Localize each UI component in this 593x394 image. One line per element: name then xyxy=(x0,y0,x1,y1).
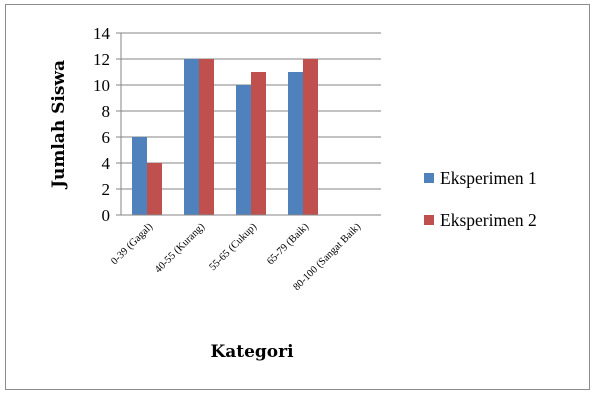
bar-1-3 xyxy=(236,85,251,215)
bar-1-4 xyxy=(288,72,303,215)
y-axis-ticks: 0 2 4 6 8 10 12 14 xyxy=(93,24,121,225)
bar-2-1 xyxy=(147,163,162,215)
legend-swatch xyxy=(424,173,434,183)
bar-2-3 xyxy=(251,72,266,215)
legend-swatch xyxy=(424,215,434,225)
x-category-label: 40-55 (Kurang) xyxy=(153,221,208,276)
bar-1-1 xyxy=(132,137,147,215)
bar-2-2 xyxy=(199,59,214,215)
x-category-label: 0-39 (Gagal) xyxy=(109,221,155,267)
bar-2-4 xyxy=(303,59,318,215)
y-tick-label: 6 xyxy=(102,128,111,147)
y-axis-title: Jumlah Siswa xyxy=(49,60,69,190)
y-tick-label: 2 xyxy=(102,180,111,199)
x-category-label: 55-65 (Cukup) xyxy=(207,221,259,273)
legend-label: Eksperimen 1 xyxy=(440,168,537,188)
y-tick-label: 4 xyxy=(102,154,111,173)
bar-1-2 xyxy=(184,59,199,215)
y-tick-label: 14 xyxy=(93,24,111,43)
legend: Eksperimen 1 Eksperimen 2 xyxy=(424,168,537,230)
x-axis-title: Kategori xyxy=(210,342,294,362)
x-axis-category-labels: 0-39 (Gagal)40-55 (Kurang) 55-65 (Cukup) 6… xyxy=(109,221,363,293)
y-tick-label: 12 xyxy=(93,50,110,69)
legend-label: Eksperimen 2 xyxy=(440,210,537,230)
y-tick-label: 10 xyxy=(93,76,110,95)
y-tick-label: 0 xyxy=(102,206,111,225)
x-category-label: 65-79 (Baik) xyxy=(265,221,311,267)
y-tick-label: 8 xyxy=(102,102,111,121)
bars xyxy=(132,59,318,215)
